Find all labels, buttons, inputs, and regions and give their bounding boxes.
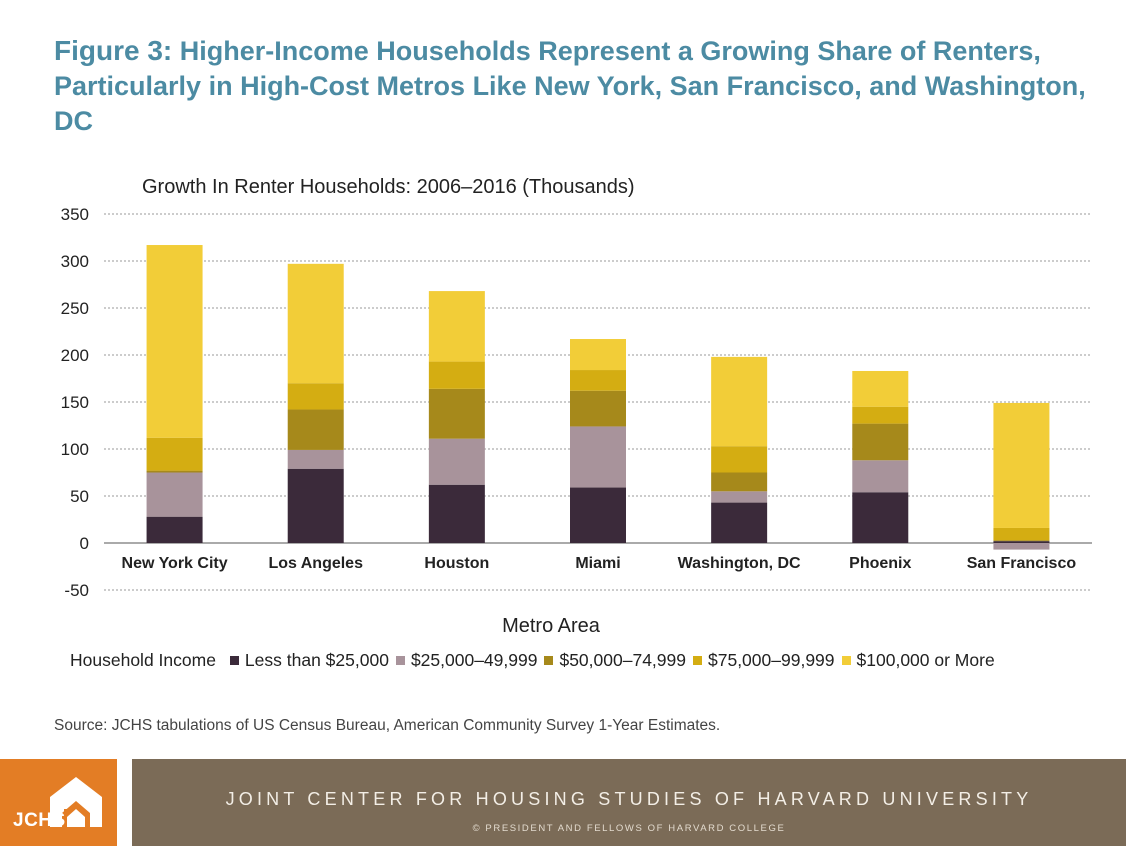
bar-segment xyxy=(146,245,203,438)
legend-label: $25,000–49,999 xyxy=(410,650,538,670)
bar-segment xyxy=(287,409,344,450)
footer-copyright: © PRESIDENT AND FELLOWS OF HARVARD COLLE… xyxy=(472,823,786,834)
x-tick-label: Los Angeles xyxy=(268,555,363,572)
bar-segment xyxy=(852,460,909,493)
figure-title: Figure 3: Higher-Income Households Repre… xyxy=(54,33,1094,139)
legend-label: Less than $25,000 xyxy=(244,650,389,670)
bar-segment xyxy=(428,361,485,389)
bar-segment xyxy=(287,468,344,543)
bar-segment xyxy=(146,470,203,473)
x-tick-label: New York City xyxy=(122,555,228,572)
legend-swatch xyxy=(395,656,405,665)
house-icon xyxy=(50,777,102,827)
x-tick-label: Washington, DC xyxy=(678,555,801,572)
y-tick-label: 50 xyxy=(70,487,89,506)
bar-segment xyxy=(428,291,485,362)
bar-segment xyxy=(711,472,768,492)
bar-segment xyxy=(570,370,626,391)
source-note: Source: JCHS tabulations of US Census Bu… xyxy=(54,717,721,734)
bar-segment xyxy=(570,426,626,488)
bar-segment xyxy=(287,449,344,469)
y-tick-label: 150 xyxy=(61,393,89,412)
bar-segment xyxy=(993,402,1050,528)
legend-item: Less than $25,000 xyxy=(229,650,389,671)
footer-org-name: JOINT CENTER FOR HOUSING STUDIES OF HARV… xyxy=(225,789,1033,809)
legend-item: $100,000 or More xyxy=(841,650,995,671)
bar-segment xyxy=(428,388,485,439)
bar-segment xyxy=(428,484,485,543)
bar-segment xyxy=(287,383,344,410)
bar-segment xyxy=(852,492,909,543)
chart-title: Growth In Renter Households: 2006–2016 (… xyxy=(142,176,635,198)
bar-segment xyxy=(993,540,1050,542)
bar-segment xyxy=(852,406,909,424)
bar-segment xyxy=(711,502,768,543)
logo-text: JCHS xyxy=(13,810,66,831)
x-tick-label: Miami xyxy=(575,555,620,572)
bar-segment xyxy=(570,339,626,371)
y-tick-label: 350 xyxy=(61,205,89,224)
bar-segment xyxy=(146,472,203,517)
legend-label: $100,000 or More xyxy=(856,650,995,670)
chart-legend: Household Income Less than $25,000 $25,00… xyxy=(70,650,1002,671)
legend-swatch xyxy=(229,656,239,665)
bar-segment xyxy=(570,487,626,543)
bar-segment xyxy=(993,527,1050,541)
x-tick-label: Phoenix xyxy=(849,555,911,572)
y-tick-label: -50 xyxy=(64,581,89,600)
bar-segment xyxy=(993,541,1050,543)
bar-segment xyxy=(711,491,768,503)
y-tick-label: 250 xyxy=(61,299,89,318)
y-tick-label: 200 xyxy=(61,346,89,365)
bar-segment xyxy=(570,390,626,427)
legend-swatch xyxy=(693,656,702,665)
figure-label: Figure 3: xyxy=(54,35,173,66)
legend-item: $25,000–49,999 xyxy=(395,650,538,671)
footer-band: JOINT CENTER FOR HOUSING STUDIES OF HARV… xyxy=(132,759,1126,846)
legend-title: Household Income xyxy=(70,650,216,670)
legend-item: $75,000–99,999 xyxy=(693,650,835,671)
bar-segment xyxy=(711,356,768,447)
footer: JCHS JOINT CENTER FOR HOUSING STUDIES OF… xyxy=(0,759,1126,846)
y-tick-label: 0 xyxy=(80,534,89,553)
x-tick-label: San Francisco xyxy=(967,555,1077,572)
bar-segment xyxy=(852,370,909,407)
y-tick-label: 100 xyxy=(61,440,89,459)
bar-segment xyxy=(852,423,909,461)
x-axis-label: Metro Area xyxy=(502,615,600,637)
figure-title-text: Higher-Income Households Represent a Gro… xyxy=(54,36,1086,136)
legend-label: $50,000–74,999 xyxy=(559,650,686,670)
legend-swatch xyxy=(841,656,851,665)
jchs-logo: JCHS xyxy=(0,759,117,846)
bar-segment xyxy=(287,263,344,384)
bar-segment xyxy=(428,438,485,485)
stacked-bar-chart: 350 300 250 200 150 100 50 0 -50 New York City Los… xyxy=(61,205,1092,600)
bar-segment xyxy=(711,446,768,473)
bar-segment xyxy=(146,516,203,543)
legend-label: $75,000–99,999 xyxy=(708,650,835,670)
legend-swatch xyxy=(544,656,554,665)
x-tick-label: Houston xyxy=(424,555,489,572)
bar-segment xyxy=(146,437,203,471)
bar-segment xyxy=(993,543,1050,550)
y-tick-label: 300 xyxy=(61,252,89,271)
legend-item: $50,000–74,999 xyxy=(544,650,686,671)
